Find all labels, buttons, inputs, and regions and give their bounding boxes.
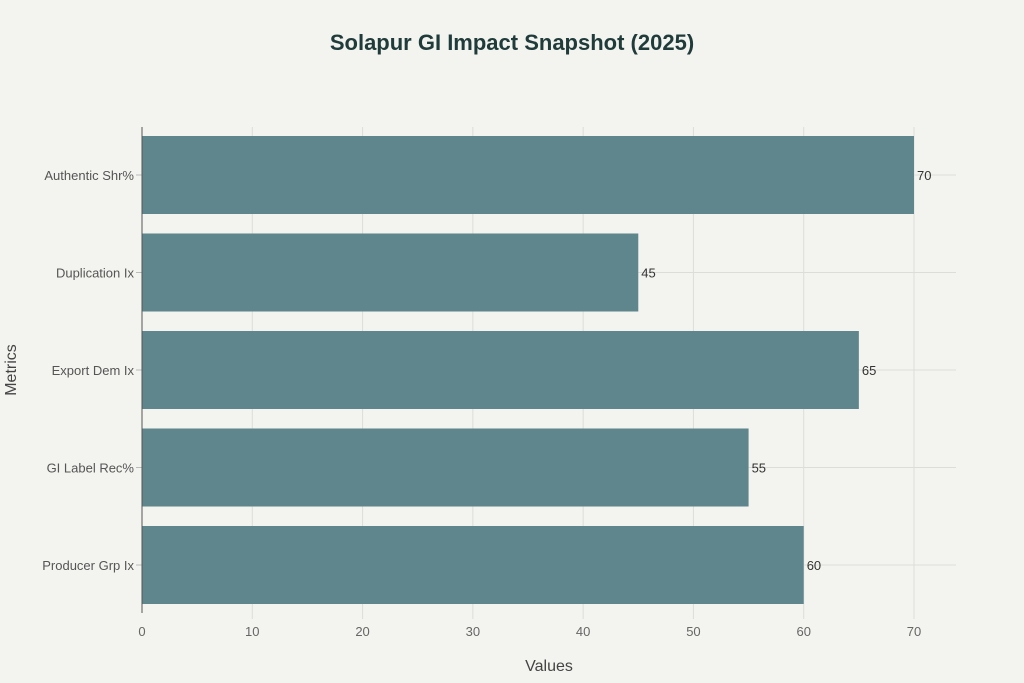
bars bbox=[142, 136, 914, 604]
data-labels: 70 45 65 55 60 bbox=[641, 168, 931, 573]
y-axis-label: Metrics bbox=[3, 344, 20, 396]
bar-3 bbox=[142, 428, 749, 507]
data-label: 45 bbox=[641, 266, 655, 281]
bar-4 bbox=[142, 526, 804, 604]
data-label: 70 bbox=[917, 168, 931, 183]
x-axis-ticks: 0 10 20 30 40 50 60 70 bbox=[138, 624, 921, 639]
x-tick-label: 50 bbox=[686, 624, 700, 639]
y-tick-label: GI Label Rec% bbox=[47, 461, 135, 476]
x-tick-label: 30 bbox=[466, 624, 480, 639]
bar-2 bbox=[142, 331, 859, 409]
x-tick-label: 60 bbox=[796, 624, 810, 639]
y-tick-label: Producer Grp Ix bbox=[42, 558, 134, 573]
data-label: 55 bbox=[752, 461, 766, 476]
y-tick-label: Authentic Shr% bbox=[44, 168, 134, 183]
x-tick-label: 0 bbox=[138, 624, 145, 639]
data-label: 65 bbox=[862, 363, 876, 378]
y-tick-label: Duplication Ix bbox=[56, 266, 135, 281]
bar-1 bbox=[142, 233, 639, 312]
x-tick-label: 20 bbox=[355, 624, 369, 639]
bar-0 bbox=[142, 136, 914, 214]
y-tick-label: Export Dem Ix bbox=[52, 363, 135, 378]
y-axis-ticks: Authentic Shr% Duplication Ix Export Dem I… bbox=[42, 168, 142, 573]
data-label: 60 bbox=[807, 558, 821, 573]
x-tick-label: 40 bbox=[576, 624, 590, 639]
x-axis-label: Values bbox=[525, 658, 573, 675]
x-tick-label: 10 bbox=[245, 624, 259, 639]
x-tick-label: 70 bbox=[907, 624, 921, 639]
chart-title: Solapur GI Impact Snapshot (2025) bbox=[330, 30, 694, 55]
